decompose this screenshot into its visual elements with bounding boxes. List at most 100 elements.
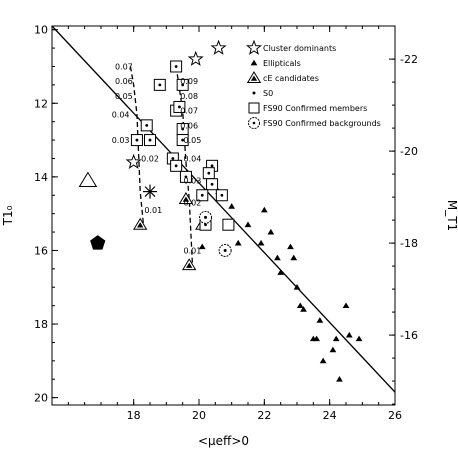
track-label: 0.03: [184, 177, 202, 186]
s0-dot: [148, 138, 152, 142]
right-tick-label: -18: [400, 237, 418, 250]
track-label: 0.04: [184, 154, 202, 163]
elliptical-marker: [250, 59, 258, 66]
pentagon-marker: [90, 235, 106, 250]
legend-label: cE candidates: [263, 74, 319, 83]
s0-dot: [220, 193, 224, 197]
elliptical-marker: [345, 331, 353, 338]
ce-candidate-inner: [250, 75, 258, 81]
s0-dot: [200, 193, 204, 197]
y-axis-title: T1₀: [1, 205, 15, 226]
elliptical-marker: [287, 243, 294, 250]
elliptical-marker: [260, 206, 268, 213]
right-axis-title: M_T1: [445, 200, 458, 231]
ce-candidate-inner: [182, 196, 190, 202]
data-point: [332, 335, 340, 342]
data-point: [345, 331, 353, 338]
right-tick-label: -22: [400, 53, 418, 66]
data-point: [143, 184, 157, 199]
confirmed-member-marker: [222, 218, 235, 231]
data-point: [199, 210, 213, 224]
s0-dot: [210, 182, 214, 186]
legend-item: FS90 Confirmed members: [248, 102, 367, 114]
track-label: 0.06: [115, 77, 133, 86]
elliptical-marker: [336, 376, 343, 382]
legend-item: S0: [252, 89, 273, 98]
legend-label: S0: [263, 89, 273, 98]
data-point: [234, 239, 242, 246]
legend-label: FS90 Confirmed members: [263, 104, 367, 113]
data-point: [290, 254, 298, 261]
asterisk-marker: [144, 186, 156, 197]
s0-dot: [158, 83, 162, 87]
data-point: [274, 254, 281, 261]
data-point: [244, 221, 252, 228]
data-point: [218, 243, 232, 257]
background-dot: [223, 248, 227, 252]
elliptical-marker: [290, 254, 298, 261]
s0-dot: [174, 164, 178, 168]
data-point: [196, 189, 209, 202]
y-tick-label: 14: [34, 171, 48, 184]
legend-label: FS90 Confirmed backgrounds: [263, 119, 381, 128]
data-point: [130, 134, 143, 147]
data-point: [178, 191, 194, 204]
data-point: [210, 39, 227, 55]
elliptical-marker: [313, 335, 320, 342]
data-point: [313, 335, 320, 342]
s0-dot: [178, 105, 181, 109]
x-tick-label: 20: [192, 409, 206, 422]
elliptical-marker: [329, 346, 337, 353]
elliptical-marker: [355, 335, 363, 342]
data-point: [179, 170, 192, 183]
data-point: [228, 203, 236, 209]
legend-label: Cluster dominants: [263, 44, 336, 53]
data-point: [206, 178, 219, 191]
track-label: 0.06: [180, 121, 198, 130]
data-point: [296, 302, 304, 309]
legend-item: cE candidates: [246, 71, 319, 83]
s0-dot: [135, 138, 139, 142]
data-point: [329, 346, 337, 353]
elliptical-marker: [257, 239, 265, 246]
model-track: [175, 66, 194, 266]
data-point: [153, 78, 166, 91]
data-point: [277, 269, 285, 275]
s0-dot: [207, 171, 211, 175]
elliptical-marker: [244, 221, 252, 228]
data-point: [316, 317, 324, 323]
elliptical-marker: [332, 335, 340, 342]
data-point: [202, 167, 215, 180]
x-tick-label: 18: [127, 409, 141, 422]
regression-line: [51, 25, 396, 393]
track-label: 0.02: [184, 199, 202, 208]
plot-border: [51, 25, 396, 406]
elliptical-marker: [277, 269, 285, 275]
data-point: [170, 159, 183, 172]
data-point: [257, 239, 265, 246]
y-tick-label: 18: [34, 318, 48, 331]
x-axis-title: <μeff>0: [198, 434, 249, 448]
y-tick-label: 16: [34, 244, 48, 257]
data-point: [319, 357, 327, 364]
elliptical-marker: [316, 317, 324, 323]
data-points: [78, 39, 363, 382]
elliptical-marker: [296, 302, 304, 309]
legend-item: Cluster dominants: [245, 39, 336, 55]
s0-dot: [181, 83, 185, 87]
axes: 18 20 22 24 26 10 12 14 16 18 20 -22 -20 -18 -16: [34, 24, 418, 422]
track-label: 0.04: [112, 110, 130, 119]
track-label: 0.09: [180, 77, 198, 86]
track-label: 0.05: [184, 136, 202, 145]
star-marker: [125, 153, 142, 169]
legend-item: Ellipticals: [250, 59, 301, 68]
data-point: [176, 134, 189, 147]
x-tick-label: 22: [257, 409, 271, 422]
elliptical-marker: [300, 306, 307, 312]
ce-candidate-inner: [186, 262, 193, 268]
data-point: [125, 153, 142, 169]
track-label: 0.02: [141, 154, 159, 163]
y-tick-label: 10: [34, 24, 48, 37]
elliptical-marker: [319, 357, 327, 364]
